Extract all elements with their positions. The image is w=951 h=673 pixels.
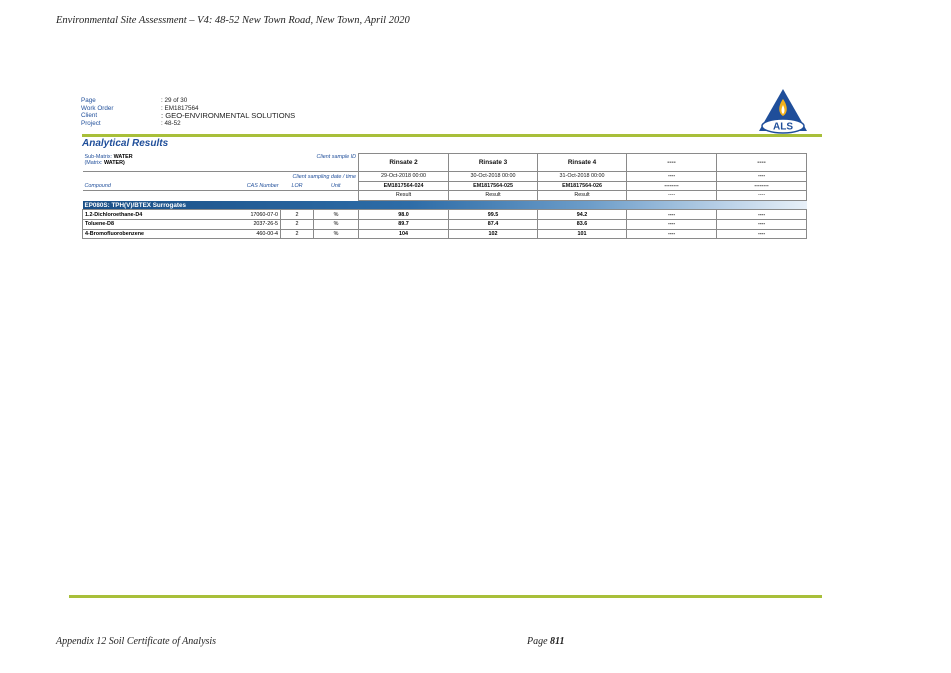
lor-value: 2 xyxy=(280,218,315,230)
cas-number: 460-00-4 xyxy=(212,228,281,240)
footer-page-label: Page xyxy=(527,636,551,647)
client-sample-id-label: Client sample ID xyxy=(316,153,357,160)
result-value: 98.0 xyxy=(358,209,450,220)
lab-id-row: Compound CAS Number LOR Unit EM1817564-0… xyxy=(83,180,808,192)
result-value: ---- xyxy=(626,218,718,230)
result-label: Result xyxy=(448,190,539,201)
lor-header: LOR xyxy=(291,182,303,189)
sampling-date-row: Client sampling date / time 29-Oct-2018 … xyxy=(82,171,808,182)
document-header: Environmental Site Assessment – V4: 48-5… xyxy=(56,15,410,26)
meta-label: Page xyxy=(81,97,96,104)
result-value: ---- xyxy=(716,209,808,220)
sampling-date: 31-Oct-2018 00:00 xyxy=(537,171,628,182)
sample-id: ---- xyxy=(626,153,718,172)
lab-id: EM1817564-025 xyxy=(448,180,539,192)
meta-project: Project : 48-52 xyxy=(81,120,295,128)
result-label: Result xyxy=(358,190,450,201)
result-header-spacer xyxy=(82,190,359,201)
result-label: ---- xyxy=(716,190,808,201)
compound-header: Compound xyxy=(84,182,111,189)
analytical-results-table: Sub-Matrix: WATER (Matrix: WATER) Client… xyxy=(82,153,808,240)
footer-rule xyxy=(69,595,822,598)
sample-id: Rinsate 2 xyxy=(358,153,450,172)
lab-id: EM1817564-026 xyxy=(537,180,628,192)
compound-name: 1.2-Dichloroethane-D4 xyxy=(82,209,213,220)
matrix-cell: Sub-Matrix: WATER (Matrix: WATER) xyxy=(83,154,281,172)
sampling-date: ---- xyxy=(716,171,808,182)
report-metadata: Page : 29 of 30 Work Order : EM1817564 C… xyxy=(81,97,295,127)
lor-value: 2 xyxy=(280,209,315,220)
meta-value: : EM1817564 xyxy=(161,104,199,112)
meta-value: : GEO-ENVIRONMENTAL SOLUTIONS xyxy=(161,111,296,121)
meta-work-order: Work Order : EM1817564 xyxy=(81,105,295,113)
compound-name: Toluene-D8 xyxy=(82,218,213,230)
result-value: 101 xyxy=(537,228,628,240)
section-title: Analytical Results xyxy=(82,138,169,149)
meta-label: Project xyxy=(81,119,101,127)
unit-header: Unit xyxy=(330,182,341,189)
result-value: 99.5 xyxy=(448,209,539,220)
unit-value: % xyxy=(313,218,359,230)
lor-value: 2 xyxy=(280,228,315,240)
group-header: EP080S: TPH(V)/BTEX Surrogates xyxy=(82,200,807,210)
sub-matrix-value: WATER xyxy=(113,153,133,160)
sampling-date: 30-Oct-2018 00:00 xyxy=(448,171,539,182)
result-value: ---- xyxy=(626,228,718,240)
meta-value: : 29 of 30 xyxy=(161,97,188,104)
result-value: 87.4 xyxy=(448,218,539,230)
result-value: ---- xyxy=(626,209,718,220)
cas-header: CAS Number xyxy=(246,182,279,189)
table-row: 4-Bromofluorobenzene 460-00-4 2 % 104 10… xyxy=(82,228,808,240)
header-rule xyxy=(82,134,822,137)
result-value: ---- xyxy=(716,228,808,240)
meta-label: Work Order xyxy=(81,104,114,112)
logo-text: ALS xyxy=(773,122,793,133)
footer-appendix: Appendix 12 Soil Certificate of Analysis xyxy=(56,636,217,647)
result-value: 83.6 xyxy=(537,218,628,230)
result-label: ---- xyxy=(626,190,718,201)
table-row: 1.2-Dichloroethane-D4 17060-07-0 2 % 98.… xyxy=(82,209,808,220)
footer-page-number: 811 xyxy=(550,636,565,647)
meta-page: Page : 29 of 30 xyxy=(81,97,295,105)
sample-id: ---- xyxy=(716,153,808,172)
group-row: EP080S: TPH(V)/BTEX Surrogates xyxy=(82,200,807,210)
result-value: 104 xyxy=(358,228,450,240)
result-value: 89.7 xyxy=(358,218,450,230)
result-value: 94.2 xyxy=(537,209,628,220)
footer-page: Page 811 xyxy=(527,636,565,647)
als-logo: ALS xyxy=(759,89,807,134)
result-value: ---- xyxy=(716,218,808,230)
meta-client: Client : GEO-ENVIRONMENTAL SOLUTIONS xyxy=(81,112,295,120)
meta-value: : 48-52 xyxy=(161,119,181,127)
sampling-label: Client sampling date / time xyxy=(82,171,359,182)
compound-name: 4-Bromofluorobenzene xyxy=(82,228,213,240)
meta-label: Client xyxy=(81,112,98,120)
matrix-label: (Matrix: xyxy=(84,159,104,166)
sample-id-row: Sub-Matrix: WATER (Matrix: WATER) Client… xyxy=(83,153,808,172)
result-label: Result xyxy=(537,190,628,201)
result-header-row: Result Result Result ---- ---- xyxy=(82,190,808,201)
unit-value: % xyxy=(313,228,359,240)
cas-number: 2037-26-5 xyxy=(212,218,281,230)
lab-id: EM1817564-024 xyxy=(358,180,450,192)
unit-value: % xyxy=(313,209,359,220)
sub-matrix-label: Sub-Matrix: xyxy=(84,153,114,160)
cas-number: 17060-07-0 xyxy=(212,209,281,220)
sampling-date: 29-Oct-2018 00:00 xyxy=(358,171,450,182)
sample-id: Rinsate 3 xyxy=(448,153,539,172)
table-row: Toluene-D8 2037-26-5 2 % 89.7 87.4 83.6 … xyxy=(82,218,808,230)
result-value: 102 xyxy=(448,228,539,240)
lab-id: -------- xyxy=(716,180,808,192)
sample-id: Rinsate 4 xyxy=(537,153,628,172)
matrix-value: WATER) xyxy=(103,159,125,166)
lab-id: -------- xyxy=(626,180,718,192)
sampling-date: ---- xyxy=(626,171,718,182)
